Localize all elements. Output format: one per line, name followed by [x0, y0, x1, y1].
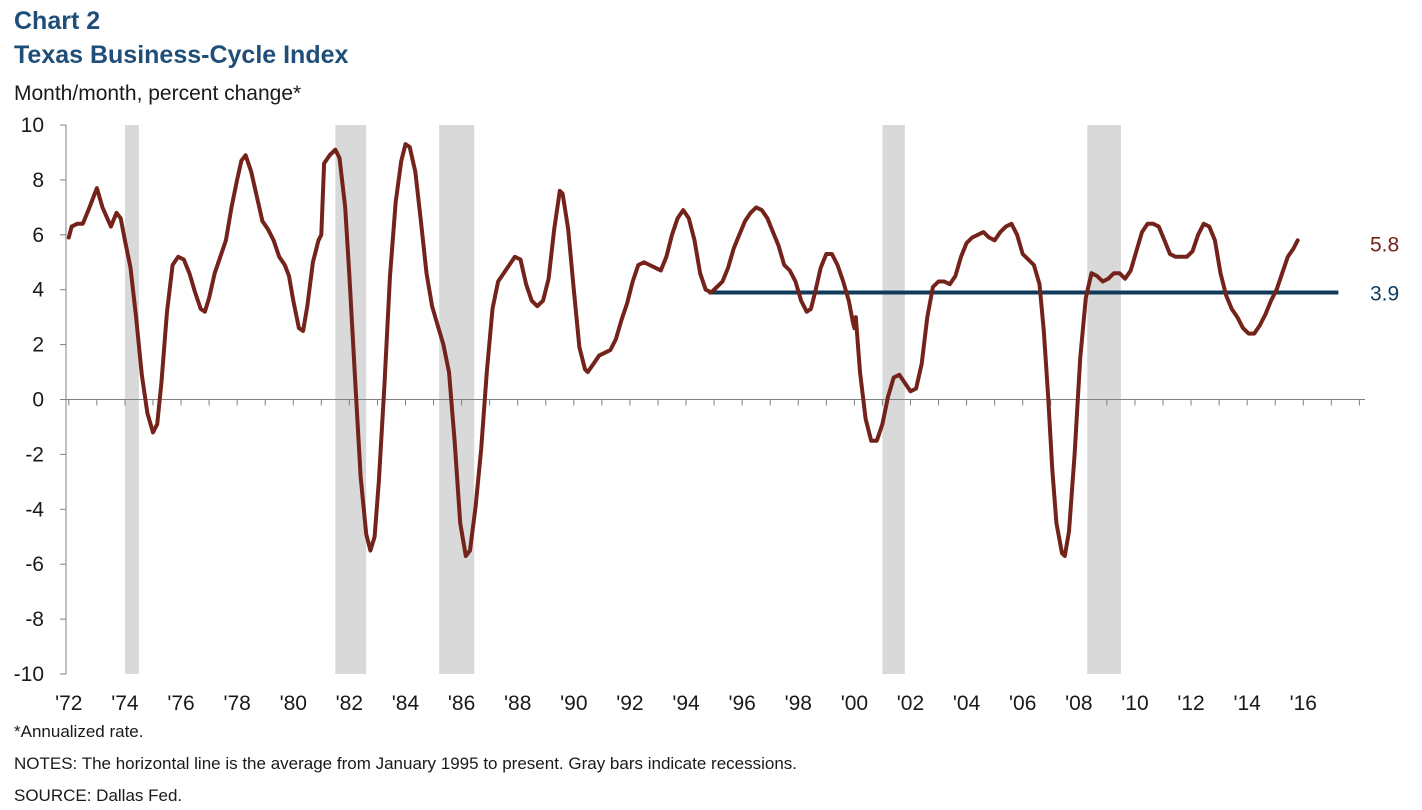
y-tick-label: 2 — [32, 334, 44, 357]
x-tick-label: '14 — [1233, 692, 1261, 715]
x-tick-label: '00 — [841, 692, 868, 715]
end-labels: 5.8 3.9 — [1370, 233, 1399, 305]
x-tick-label: '98 — [785, 692, 812, 715]
source: SOURCE: Dallas Fed. — [14, 786, 183, 805]
y-tick-label: -4 — [25, 498, 44, 521]
x-tick-label: '90 — [560, 692, 587, 715]
y-tick-label: 4 — [32, 279, 44, 302]
y-tick-label: 8 — [32, 169, 44, 192]
y-tick-label: 0 — [32, 389, 44, 412]
x-tick-label: '10 — [1121, 692, 1148, 715]
notes: NOTES: The horizontal line is the averag… — [14, 754, 798, 773]
x-tick-label: '94 — [672, 692, 700, 715]
series-line — [66, 142, 1300, 558]
x-tick-label: '04 — [953, 692, 981, 715]
x-tick-label: '12 — [1177, 692, 1204, 715]
x-tick-label: '08 — [1065, 692, 1092, 715]
average-value-label: 3.9 — [1370, 282, 1399, 305]
x-tick-label: '78 — [223, 692, 250, 715]
axes: 10 8 6 4 2 0 -2 -4 -6 -8 -10 '72 '74 '76 '78 '80 '82 '84 '… — [14, 114, 1365, 715]
chart-subtitle: Month/month, percent change* — [14, 82, 302, 105]
y-tick-label: 10 — [21, 114, 44, 137]
y-tick-label: -8 — [25, 608, 44, 631]
x-tick-label: '74 — [111, 692, 139, 715]
series-layer — [66, 142, 1339, 558]
x-tick-label: '72 — [55, 692, 82, 715]
latest-value-label: 5.8 — [1370, 233, 1399, 256]
y-tick-label: 6 — [32, 224, 44, 247]
x-tick-label: '06 — [1009, 692, 1036, 715]
x-tick-label: '96 — [728, 692, 755, 715]
chart-title: Texas Business-Cycle Index — [14, 41, 349, 69]
x-tick-label: '76 — [167, 692, 194, 715]
x-tick-label: '88 — [504, 692, 531, 715]
chart-number: Chart 2 — [14, 7, 101, 35]
x-tick-label: '80 — [280, 692, 307, 715]
y-tick-label: -2 — [25, 443, 44, 466]
y-tick-label: -10 — [14, 663, 44, 686]
x-tick-label: '86 — [448, 692, 475, 715]
footnote: *Annualized rate. — [14, 722, 144, 741]
x-tick-label: '92 — [616, 692, 643, 715]
x-tick-label: '02 — [897, 692, 924, 715]
y-tick-label: -6 — [25, 553, 44, 576]
x-tick-label: '16 — [1290, 692, 1317, 715]
x-tick-label: '82 — [336, 692, 363, 715]
x-tick-label: '84 — [392, 692, 420, 715]
